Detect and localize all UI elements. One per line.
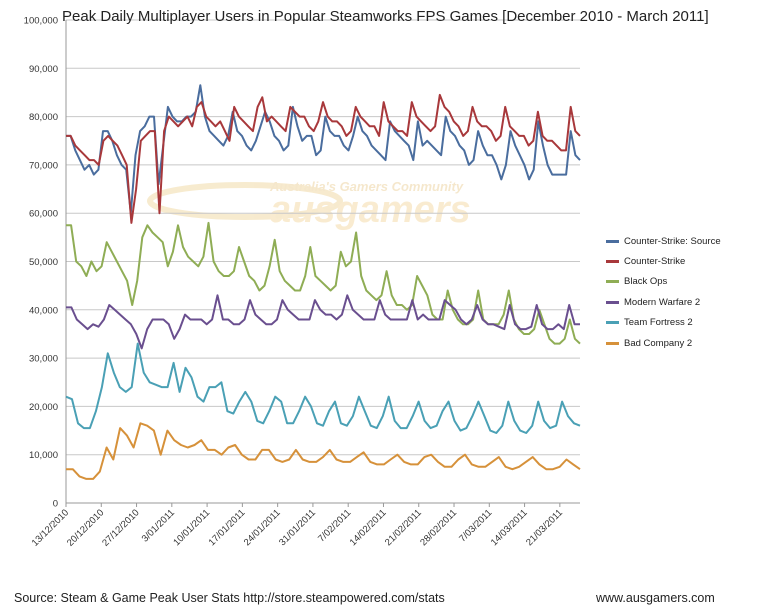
legend-item: Bad Company 2 [606, 333, 756, 353]
series-line-4 [65, 342, 581, 434]
site-credit: www.ausgamers.com [596, 591, 715, 605]
series-line-5 [66, 422, 581, 480]
legend-swatch [606, 260, 619, 264]
watermark-wordmark: ausgamers [270, 189, 471, 231]
x-tick-label: 13/12/2010 [30, 507, 71, 548]
x-tick-label: 21/03/2011 [524, 507, 565, 548]
y-tick-label: 30,000 [29, 354, 58, 365]
legend-label: Team Fortress 2 [624, 317, 693, 329]
y-tick-label: 10,000 [29, 450, 58, 461]
legend: Counter-Strike: Source Counter-Strike Blac… [606, 231, 756, 353]
legend-swatch [606, 300, 619, 304]
series-line-2 [66, 221, 581, 345]
chart-title: Peak Daily Multiplayer Users in Popular … [62, 8, 709, 25]
watermark-tagline: Australia's Gamers Community [269, 179, 464, 194]
x-tick-label: 14/03/2011 [489, 507, 530, 548]
x-tick-label: 7/03/2011 [457, 507, 494, 544]
y-tick-label: 90,000 [29, 64, 58, 75]
legend-item: Team Fortress 2 [606, 313, 756, 333]
series-line-3 [66, 294, 580, 350]
y-tick-label: 50,000 [29, 257, 58, 268]
legend-label: Modern Warfare 2 [624, 296, 701, 308]
legend-label: Black Ops [624, 276, 668, 288]
legend-swatch [606, 341, 619, 345]
legend-item: Counter-Strike [606, 251, 756, 271]
x-tick-label: 10/01/2011 [171, 507, 212, 548]
y-tick-label: 70,000 [29, 160, 58, 171]
series-line-0 [66, 84, 581, 215]
watermark-swoosh [147, 182, 343, 220]
y-tick-label: 80,000 [29, 112, 58, 123]
y-tick-label: 40,000 [29, 305, 58, 316]
x-tick-label: 7/02/2011 [316, 507, 353, 544]
x-tick-label: 20/12/2010 [65, 507, 106, 548]
legend-label: Counter-Strike [624, 256, 686, 268]
legend-label: Counter-Strike: Source [624, 235, 721, 247]
y-tick-label: 0 [53, 499, 58, 510]
x-axis: 13/12/201020/12/201027/12/20103/01/20111… [30, 502, 580, 549]
legend-swatch [606, 239, 619, 243]
x-tick-label: 3/01/2011 [140, 507, 177, 544]
legend-item: Modern Warfare 2 [606, 292, 756, 312]
legend-swatch [606, 280, 619, 284]
x-tick-label: 21/02/2011 [383, 507, 424, 548]
x-tick-label: 24/01/2011 [242, 507, 283, 548]
legend-swatch [606, 321, 619, 325]
watermark-logo: Australia's Gamers Community ausgamers [147, 179, 471, 231]
series-line-1 [66, 93, 581, 224]
legend-item: Counter-Strike: Source [606, 231, 756, 251]
source-note: Source: Steam & Game Peak User Stats htt… [14, 591, 445, 605]
x-tick-label: 17/01/2011 [207, 507, 248, 548]
y-tick-label: 20,000 [29, 402, 58, 413]
x-tick-label: 27/12/2010 [100, 507, 141, 548]
x-tick-label: 31/01/2011 [277, 507, 318, 548]
y-axis: 0 10,000 20,000 30,000 40,000 50,000 60,000 70,… [24, 16, 67, 510]
series-lines [65, 84, 581, 480]
x-tick-label: 28/02/2011 [418, 507, 459, 548]
legend-item: Black Ops [606, 272, 756, 292]
legend-label: Bad Company 2 [624, 337, 693, 349]
y-tick-label: 100,000 [24, 16, 58, 27]
x-tick-label: 14/02/2011 [348, 507, 389, 548]
y-tick-label: 60,000 [29, 209, 58, 220]
